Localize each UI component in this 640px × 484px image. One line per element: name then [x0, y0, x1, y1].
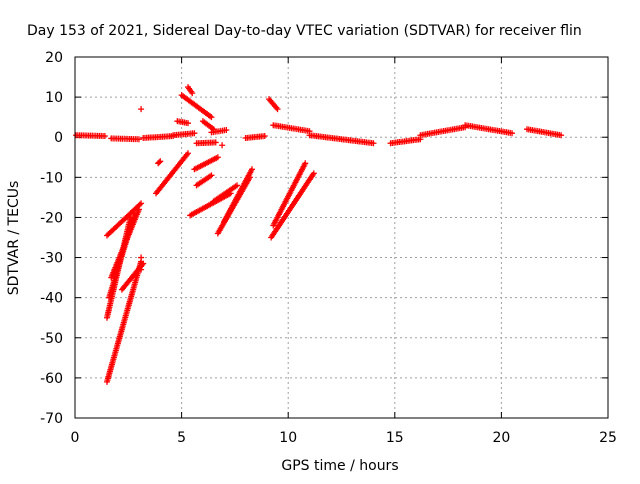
y-tick-label: 0: [54, 130, 63, 146]
y-tick-label: -30: [40, 251, 63, 267]
data-point: [138, 106, 145, 113]
data-point: [157, 158, 164, 165]
grid-layer: [75, 57, 608, 418]
x-tick-label: 25: [599, 430, 617, 446]
data-point: [140, 260, 147, 267]
data-point: [208, 172, 215, 179]
data-point: [509, 130, 516, 137]
y-tick-label: -10: [40, 170, 63, 186]
data-point: [138, 200, 145, 207]
plot-frame: [74, 56, 609, 419]
y-tick-label: 10: [45, 90, 63, 106]
x-axis-label: GPS time / hours: [281, 458, 398, 474]
data-point: [138, 266, 145, 273]
x-tick-label: 0: [71, 430, 80, 446]
data-point: [214, 154, 221, 161]
data-point: [191, 130, 198, 137]
data-point: [184, 120, 191, 127]
data-point: [136, 201, 143, 208]
y-axis-label: SDTVAR / TECUs: [6, 181, 22, 296]
data-point: [210, 126, 217, 133]
data-point: [135, 206, 142, 213]
data-point: [248, 166, 255, 173]
data-point: [261, 133, 268, 140]
data-point: [223, 127, 230, 134]
x-tick-label: 20: [492, 430, 510, 446]
data-point: [302, 160, 309, 167]
x-tick-label: 15: [386, 430, 404, 446]
data-point: [138, 254, 145, 261]
y-tick-label: -70: [40, 411, 63, 427]
data-point: [219, 142, 226, 149]
data-point: [184, 150, 191, 157]
x-tick-label: 10: [279, 430, 297, 446]
data-point: [135, 136, 142, 143]
y-tick-label: -60: [40, 371, 63, 387]
data-point: [370, 140, 377, 147]
data-point: [212, 139, 219, 146]
y-tick-label: -20: [40, 210, 63, 226]
tick-layer: [74, 56, 609, 419]
data-point: [189, 90, 196, 97]
data-point: [101, 133, 108, 140]
data-point: [156, 159, 163, 166]
data-point: [208, 114, 215, 121]
data-layer: [73, 84, 565, 385]
x-tick-label: 5: [177, 430, 186, 446]
data-point: [274, 106, 281, 113]
data-point: [558, 132, 565, 139]
data-point: [234, 182, 241, 189]
y-tick-label: 20: [45, 50, 63, 66]
chart-title: Day 153 of 2021, Sidereal Day-to-day VTE…: [27, 23, 582, 39]
y-tick-label: -40: [40, 291, 63, 307]
label-layer: 0 5 10 15 20 25 -70 -60 -50 -40 -30 -20 -10 0 10 20: [40, 50, 617, 446]
data-point: [310, 170, 317, 177]
y-tick-label: -50: [40, 331, 63, 347]
